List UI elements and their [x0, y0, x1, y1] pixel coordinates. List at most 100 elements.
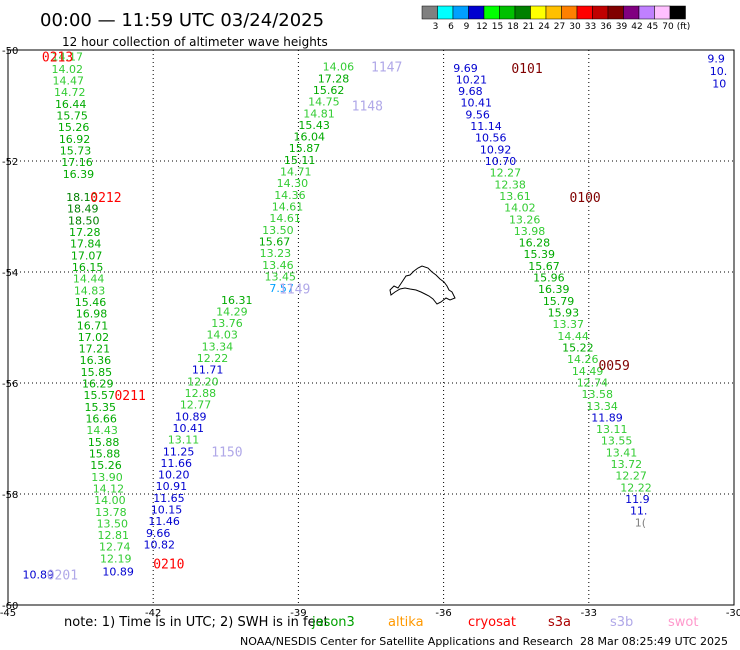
color-bin-swatch — [468, 5, 485, 20]
wave-height-value: 16.29 — [82, 378, 114, 391]
y-tick-label: -58 — [2, 490, 18, 501]
wave-height-value: 10.82 — [144, 539, 176, 552]
wave-height-value: 7.57 — [269, 282, 294, 295]
wave-height-value: 10.92 — [480, 143, 512, 156]
wave-height-value: 13.72 — [611, 458, 643, 471]
wave-height-value: 14.06 — [323, 61, 355, 74]
wave-height-value: 10.91 — [156, 480, 188, 493]
wave-height-value: 13.41 — [606, 446, 638, 459]
color-bin-swatch — [669, 5, 686, 20]
color-bin-swatch — [592, 5, 609, 20]
color-bin-swatch — [421, 5, 438, 20]
wave-height-value: 15.57 — [84, 389, 116, 402]
wave-height-value: 12.74 — [577, 376, 609, 389]
wave-height-value: 13.78 — [95, 506, 127, 519]
satellite-legend: jason3 altika cryosat s3a s3b swot — [311, 615, 698, 630]
wave-height-value: 13.76 — [211, 317, 243, 330]
wave-height-value: 1( — [635, 516, 646, 529]
wave-height-value: 14.61 — [272, 201, 304, 214]
pass-time-label: 1149 — [279, 283, 310, 298]
color-bin-swatch — [499, 5, 516, 20]
color-scale-tick: 42 — [631, 22, 642, 32]
wave-height-value: 14.75 — [308, 96, 340, 109]
wave-height-value: 10.15 — [151, 504, 183, 517]
color-scale-tick: 70 — [662, 22, 674, 32]
color-bin-swatch — [437, 5, 454, 20]
wave-height-value: 15.75 — [56, 109, 88, 122]
wave-height-value: 12.22 — [197, 352, 229, 365]
wave-height-value: 18.50 — [68, 214, 100, 227]
wave-height-value: 13.26 — [509, 213, 541, 226]
y-tick-label: -50 — [2, 46, 18, 57]
wave-height-value: 14.43 — [86, 424, 118, 437]
wave-height-value: 11.71 — [192, 364, 224, 377]
wave-height-value: 15.88 — [88, 436, 120, 449]
color-bin-swatch — [561, 5, 578, 20]
wave-height-value: 14.61 — [269, 212, 301, 225]
wave-height-value: 9.69 — [453, 62, 478, 75]
altimeter-tracks: 14.1714.0214.4714.7216.4415.7515.2616.92… — [23, 51, 728, 584]
wave-height-value: 11.46 — [148, 515, 180, 528]
footer-note: note: 1) Time is in UTC; 2) SWH is in fe… — [64, 615, 329, 630]
color-bin-swatch — [545, 5, 562, 20]
wave-height-value: 15.43 — [298, 119, 330, 132]
wave-height-value: 15.85 — [81, 366, 113, 379]
wave-height-value: 15.39 — [523, 248, 555, 261]
wave-height-value: 16.98 — [76, 308, 108, 321]
wave-height-value: 16.15 — [72, 261, 104, 274]
satellite-legend-altika: altika — [388, 615, 424, 630]
wave-height-value: 12.27 — [615, 470, 647, 483]
altimeter-track: 9.910.10 — [707, 52, 727, 90]
wave-height-value: 10.21 — [456, 73, 488, 86]
color-scale-tick: 24 — [538, 22, 550, 32]
wave-height-value: 12.81 — [98, 529, 130, 542]
color-bin-swatch — [623, 5, 640, 20]
wave-height-value: 10.41 — [461, 97, 493, 110]
wave-height-value: 15.11 — [284, 154, 316, 167]
wave-height-value: 10.89 — [102, 566, 134, 579]
color-scale-tick: 12 — [476, 22, 487, 32]
color-bin-swatch — [576, 5, 593, 20]
wave-height-value: 14.02 — [52, 63, 83, 76]
wave-height-value: 14.49 — [572, 365, 604, 378]
wave-height-value: 14.72 — [54, 86, 85, 99]
color-scale-tick: 36 — [600, 22, 612, 32]
pass-time-label: 0201 — [47, 568, 78, 583]
wave-height-value: 13.37 — [553, 318, 585, 331]
pass-time-label: 0211 — [114, 389, 145, 404]
color-scale-tick: 9 — [464, 22, 470, 32]
wave-height-value: 13.11 — [168, 434, 200, 447]
pass-time-label: 0101 — [511, 62, 542, 77]
wave-height-value: 13.58 — [582, 388, 614, 401]
wave-height-value: 17.16 — [61, 156, 93, 169]
wave-height-value: 14.83 — [74, 284, 106, 297]
chart-subtitle: 12 hour collection of altimeter wave hei… — [62, 35, 328, 49]
wave-height-value: 10.56 — [475, 132, 507, 145]
wave-height-value: 18.10 — [66, 191, 98, 204]
wave-height-value: 16.44 — [55, 98, 87, 111]
x-tick-label: -30 — [726, 608, 740, 619]
wave-height-value: 13.23 — [260, 247, 292, 260]
wave-height-value: 16.92 — [59, 133, 91, 146]
altimeter-track: 9.6910.219.6810.419.5611.1410.5610.9210.… — [453, 62, 651, 530]
footer-credit: NOAA/NESDIS Center for Satellite Applica… — [240, 635, 573, 648]
wave-height-value: 14.44 — [73, 273, 105, 286]
wave-height-value: 16.28 — [519, 237, 551, 250]
pass-time-label: 0212 — [90, 191, 121, 206]
x-tick-label: -42 — [145, 608, 161, 619]
color-scale-tick: 3 — [433, 22, 439, 32]
x-tick-labels: -45 -42 -39 -36 -33 -30 — [0, 608, 740, 619]
wave-height-value: 11.65 — [153, 492, 185, 505]
wave-height-value: 12.19 — [100, 552, 131, 565]
wave-height-value: 14.47 — [53, 75, 85, 88]
color-scale-tick: (ft) — [677, 22, 691, 32]
y-tick-label: -52 — [2, 157, 18, 168]
color-scale-tick: 27 — [554, 22, 565, 32]
altimeter-track: 7.5713.4513.4613.2315.6713.5014.6114.611… — [259, 61, 403, 298]
wave-height-value: 10 — [712, 77, 726, 90]
pass-time-label: 0210 — [153, 557, 184, 572]
wave-height-value: 13.55 — [601, 435, 633, 448]
wave-height-value: 16.39 — [63, 168, 95, 181]
wave-height-value: 13.90 — [91, 471, 123, 484]
